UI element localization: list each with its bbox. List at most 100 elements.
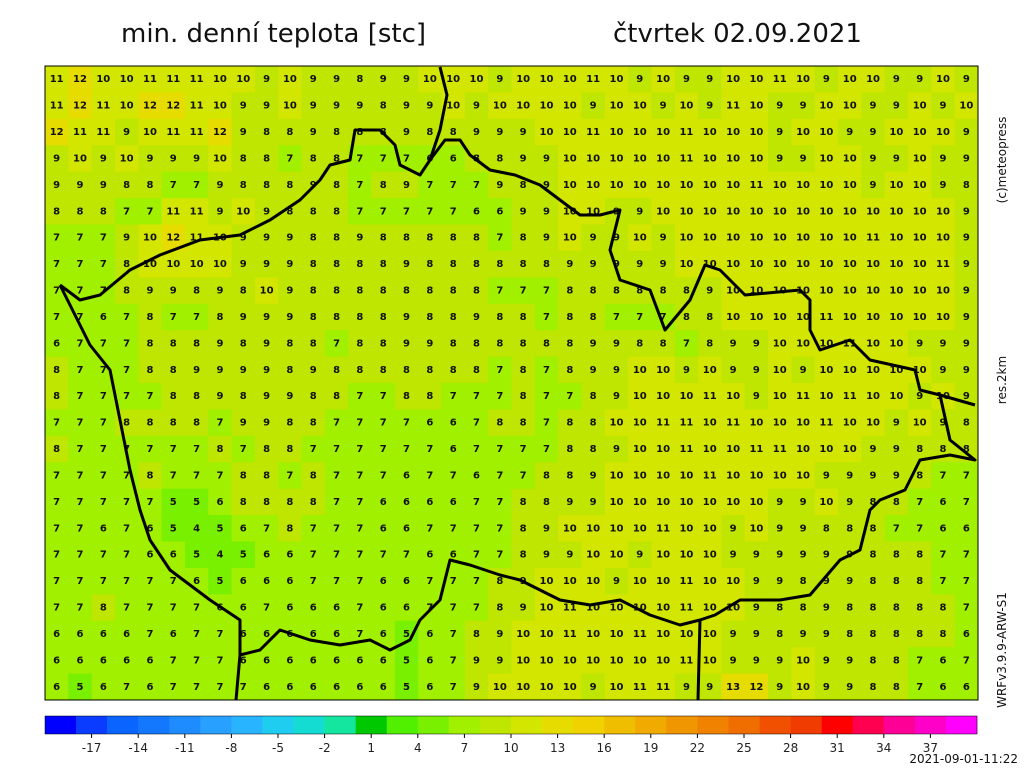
cell-value: 9 — [846, 127, 853, 138]
cell-value: 10 — [446, 74, 460, 85]
grid-cell — [931, 145, 956, 173]
cell-value: 8 — [566, 444, 573, 455]
grid-cell — [744, 567, 769, 595]
grid-cell — [254, 673, 279, 701]
cell-value: 11 — [50, 74, 64, 85]
cell-value: 6 — [286, 550, 293, 561]
cell-value: 10 — [843, 312, 857, 323]
cell-value: 8 — [870, 497, 877, 508]
cell-value: 10 — [773, 180, 787, 191]
cell-value: 8 — [356, 259, 363, 270]
grid-cell — [581, 383, 606, 410]
grid-cell — [464, 198, 489, 225]
cell-value: 10 — [633, 655, 647, 666]
grid-cell — [721, 567, 746, 595]
cell-value: 10 — [889, 338, 903, 349]
grid-cell — [45, 515, 69, 542]
grid-cell — [651, 620, 676, 648]
grid-cell — [45, 567, 69, 595]
grid-cell — [511, 66, 536, 93]
grid-cell — [604, 145, 629, 173]
cell-value: 10 — [656, 153, 670, 164]
cell-value: 7 — [963, 497, 970, 508]
cell-value: 10 — [913, 101, 927, 112]
grid-cell — [348, 303, 373, 331]
grid-cell — [861, 224, 886, 252]
cell-value: 7 — [193, 655, 200, 666]
grid-cell — [604, 383, 629, 410]
grid-cell — [814, 462, 839, 490]
cell-value: 7 — [356, 470, 363, 481]
grid-cell — [558, 541, 582, 569]
grid-cell — [91, 567, 116, 595]
grid-cell — [278, 66, 303, 93]
grid-cell — [464, 488, 489, 516]
grid-cell — [208, 171, 233, 199]
grid-cell — [791, 92, 816, 120]
cell-value: 9 — [426, 101, 433, 112]
cell-value: 8 — [706, 312, 713, 323]
cell-value: 8 — [356, 286, 363, 297]
cell-value: 9 — [730, 629, 737, 640]
model-name: WRFv3.9.9-ARW-S1 — [995, 592, 1009, 708]
cell-value: 7 — [77, 444, 84, 455]
grid-cell — [908, 673, 932, 701]
grid-cell — [721, 515, 746, 542]
grid-cell — [68, 488, 93, 516]
grid-cell — [371, 330, 396, 358]
grid-cell — [721, 118, 746, 146]
cell-value: 8 — [403, 391, 410, 402]
cell-value: 10 — [773, 259, 787, 270]
cell-value: 10 — [819, 233, 833, 244]
cell-value: 10 — [586, 153, 600, 164]
cell-value: 8 — [520, 418, 527, 429]
cell-value: 10 — [749, 418, 763, 429]
colorbar-tick-label: 34 — [876, 741, 891, 755]
grid-cell — [604, 647, 629, 675]
cell-value: 7 — [893, 523, 900, 534]
grid-cell — [441, 515, 466, 542]
grid-cell — [324, 356, 349, 384]
grid-cell — [161, 303, 186, 331]
cell-value: 8 — [543, 470, 550, 481]
cell-value: 9 — [730, 338, 737, 349]
grid-cell — [861, 435, 886, 463]
cell-value: 8 — [450, 259, 457, 270]
grid-cell — [628, 66, 652, 93]
cell-value: 7 — [146, 391, 153, 402]
cell-value: 9 — [893, 444, 900, 455]
grid-cell — [768, 409, 792, 437]
cell-value: 9 — [263, 74, 270, 85]
grid-cell — [698, 118, 722, 146]
cell-value: 6 — [53, 682, 60, 693]
grid-cell — [394, 515, 419, 542]
grid-cell — [604, 541, 629, 569]
cell-value: 11 — [679, 127, 693, 138]
grid-cell — [231, 330, 256, 358]
grid-cell — [908, 224, 932, 252]
grid-cell — [931, 66, 956, 93]
cell-value: 7 — [426, 470, 433, 481]
grid-cell — [744, 303, 769, 331]
cell-value: 8 — [520, 391, 527, 402]
grid-cell — [511, 250, 536, 278]
cell-value: 6 — [450, 444, 457, 455]
cell-value: 9 — [426, 338, 433, 349]
cell-value: 12 — [50, 127, 64, 138]
timestamp: 2021-09-01-11:22 — [909, 752, 1018, 766]
cell-value: 6 — [426, 418, 433, 429]
cell-value: 10 — [493, 101, 507, 112]
cell-value: 7 — [77, 523, 84, 534]
grid-cell — [45, 488, 69, 516]
cell-value: 9 — [613, 576, 620, 587]
grid-cell — [651, 118, 676, 146]
cell-value: 10 — [213, 153, 227, 164]
cell-value: 6 — [473, 206, 480, 217]
cell-value: 8 — [543, 497, 550, 508]
grid-cell — [698, 171, 722, 199]
grid-cell — [534, 250, 559, 278]
cell-value: 9 — [216, 365, 223, 376]
grid-cell — [744, 409, 769, 437]
cell-value: 10 — [889, 312, 903, 323]
cell-value: 8 — [286, 127, 293, 138]
